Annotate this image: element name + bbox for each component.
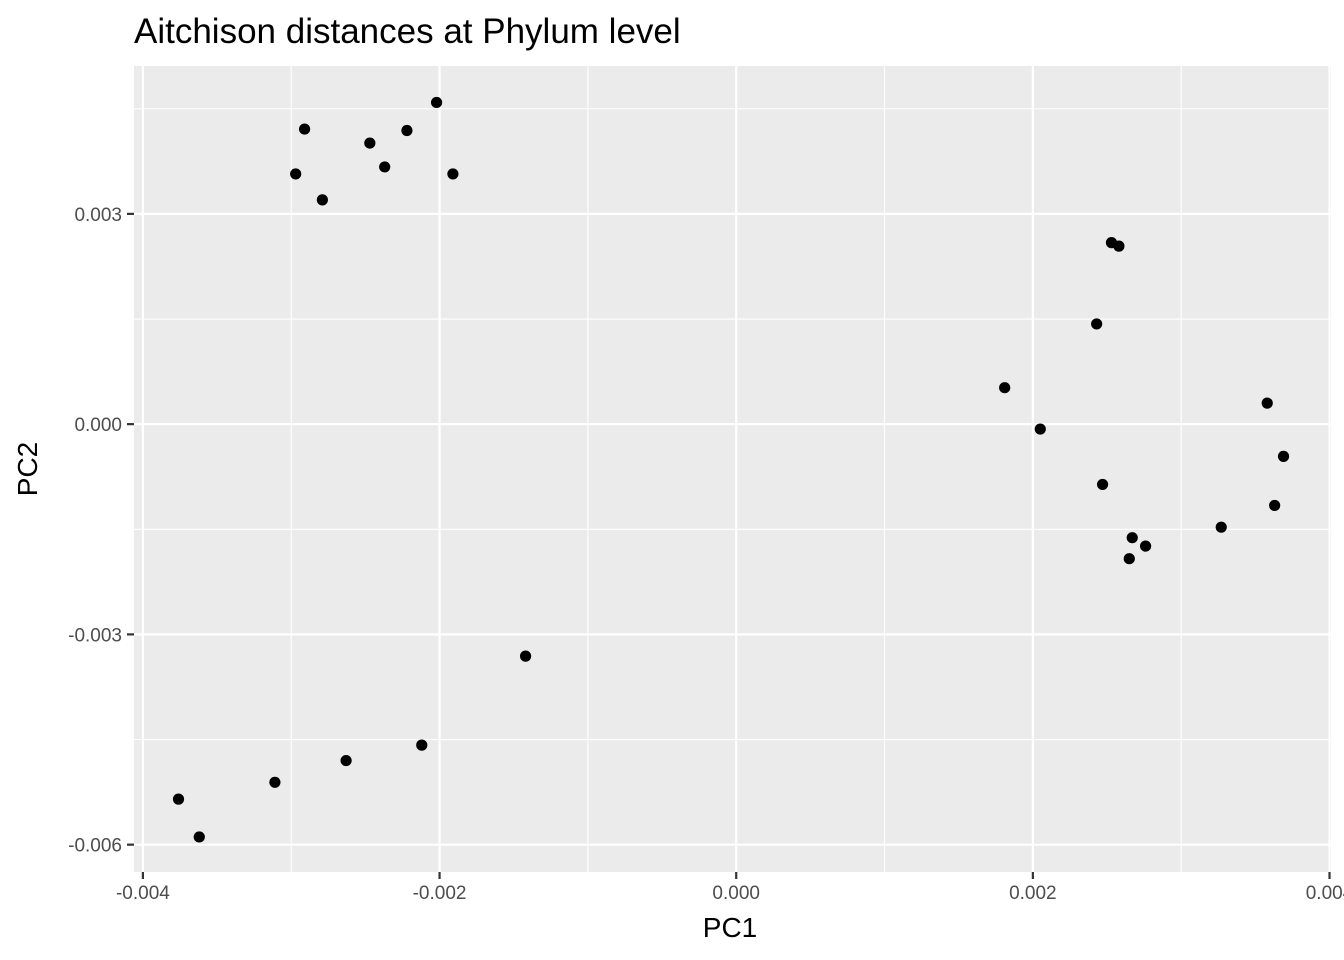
data-point — [172, 793, 185, 805]
x-tick-label: -0.004 — [116, 883, 170, 904]
x-tick-label: 0.004 — [1306, 883, 1344, 904]
y-tick-label: 0.000 — [74, 415, 122, 436]
data-point — [1091, 318, 1103, 330]
data-point — [401, 124, 413, 137]
data-point — [193, 831, 205, 843]
data-point — [290, 168, 302, 180]
minor-gridlines — [134, 66, 1331, 872]
data-point — [1113, 240, 1125, 252]
data-point — [430, 96, 443, 109]
data-point — [1126, 532, 1138, 544]
data-point — [1123, 553, 1135, 565]
data-point — [1215, 521, 1227, 533]
data-point — [316, 194, 328, 206]
data-point — [379, 161, 391, 173]
chart-title: Aitchison distances at Phylum level — [134, 12, 681, 51]
data-point — [340, 754, 352, 767]
data-point — [1261, 397, 1273, 409]
data-point — [416, 739, 428, 751]
data-point — [1034, 423, 1046, 435]
data-point — [298, 123, 311, 135]
y-tick-label: -0.006 — [68, 836, 122, 857]
x-tick-label: 0.002 — [1009, 883, 1057, 904]
data-point — [1277, 450, 1290, 462]
plot-panel — [134, 66, 1331, 872]
y-axis-title: PC2 — [12, 442, 43, 496]
y-tick-label: -0.003 — [68, 625, 122, 646]
x-tick-label: 0.000 — [712, 883, 760, 904]
data-point — [1096, 478, 1109, 491]
data-point — [999, 382, 1011, 394]
data-point — [1269, 499, 1281, 512]
data-point — [519, 650, 532, 662]
x-axis: -0.004 -0.002 0.000 0.002 0.004 — [116, 872, 1344, 904]
data-point — [269, 776, 281, 788]
x-tick-label: -0.002 — [413, 883, 467, 904]
major-gridlines — [134, 66, 1331, 872]
x-axis-title: PC1 — [703, 912, 757, 943]
data-point — [364, 137, 376, 149]
data-point — [1139, 540, 1152, 552]
data-point — [447, 168, 459, 180]
data-points — [172, 96, 1290, 843]
y-tick-label: 0.003 — [74, 205, 122, 226]
y-axis: -0.006 -0.003 0.000 0.003 — [68, 205, 134, 857]
